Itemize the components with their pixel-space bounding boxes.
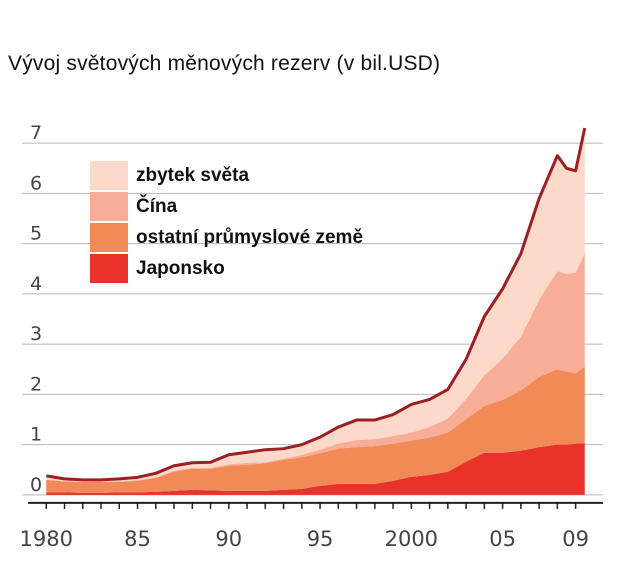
legend-item: Čína xyxy=(90,191,363,222)
total-reserves-line xyxy=(46,127,587,482)
chart-title: Vývoj světových měnových rezerv (v bil.U… xyxy=(8,52,441,75)
y-tick-label: 6 xyxy=(30,172,42,194)
area-ostatni-prumyslove-zeme xyxy=(46,366,585,493)
legend-label: ostatní průmyslové země xyxy=(136,226,364,248)
y-tick-label: 1 xyxy=(30,424,42,446)
x-tick-label: 95 xyxy=(307,527,334,551)
area-cina xyxy=(46,253,585,482)
x-tick-label: 1980 xyxy=(20,527,73,551)
legend-label: Japonsko xyxy=(136,257,225,279)
area-zbytek-sveta xyxy=(46,128,585,482)
legend-item: zbytek světa xyxy=(90,160,363,191)
x-tick-label: 2000 xyxy=(385,527,438,551)
x-tick-label: 85 xyxy=(124,527,151,551)
legend-item: Japonsko xyxy=(90,253,363,284)
area-japonsko xyxy=(46,443,585,495)
legend-swatch xyxy=(90,223,128,252)
y-tick-label: 4 xyxy=(30,273,42,295)
legend-swatch xyxy=(90,161,128,190)
y-tick-label: 7 xyxy=(30,122,42,144)
axes: 0 1 2 3 4 5 6 7 1980 85 90 95 2000 05 09 xyxy=(20,122,603,551)
x-tick-label: 09 xyxy=(562,527,589,551)
total-line-group xyxy=(46,127,587,482)
y-tick-label: 3 xyxy=(30,323,42,345)
legend-swatch xyxy=(90,192,128,221)
area-series-group xyxy=(46,128,585,495)
y-tick-label: 2 xyxy=(30,373,42,395)
legend-label: Čína xyxy=(136,195,178,217)
y-tick-label: 0 xyxy=(30,474,42,496)
legend-swatch xyxy=(90,254,128,283)
legend-label: zbytek světa xyxy=(136,164,250,186)
x-tick-label: 05 xyxy=(489,527,516,551)
y-tick-label: 5 xyxy=(30,223,42,245)
legend-item: ostatní průmyslové země xyxy=(90,222,363,253)
x-tick-label: 90 xyxy=(215,527,242,551)
legend: zbytek světa Čína ostatní průmyslové země J… xyxy=(90,160,363,284)
